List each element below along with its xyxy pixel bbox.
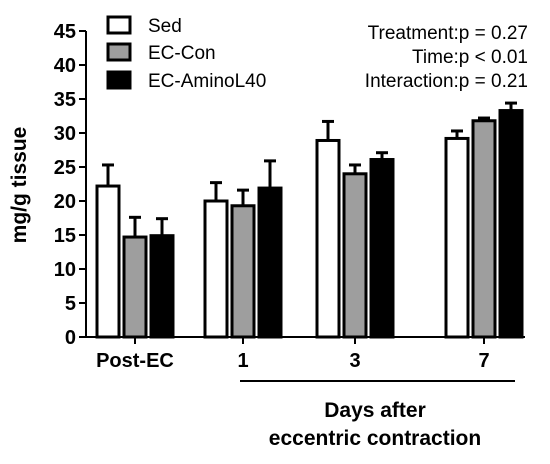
legend: Sed EC-Con EC-AminoL40 [106,15,266,92]
x-tick-label: Post-EC [96,350,174,372]
y-tick-label: 20 [54,191,76,213]
stats-annotation: Treatment:p = 0.27 [368,23,528,44]
y-tick-label: 45 [54,21,76,43]
bars [95,101,524,339]
x-axis-label-line-1: Days after [324,399,426,422]
bar-sed [95,184,121,339]
bar-ec-con [342,172,368,339]
bar-sed [203,199,229,339]
y-tick-label: 15 [54,225,76,247]
bar-sed [315,138,341,339]
y-tick-label: 10 [54,259,76,281]
bar-ec-aminol40 [369,158,395,339]
y-tick-label: 0 [65,327,76,349]
bar-ec-con [122,235,148,339]
x-tick-label: 3 [349,350,360,372]
bar-ec-con [230,204,256,339]
legend-label: EC-Con [148,43,216,64]
y-tick-label: 5 [65,293,76,315]
bar-ec-aminol40 [257,186,283,339]
legend-label: Sed [148,16,182,37]
legend-swatch [106,15,132,35]
y-tick-label: 25 [54,157,76,179]
x-tick-label: 7 [478,350,489,372]
stats-annotation: Time:p < 0.01 [412,47,528,68]
y-tick-label: 30 [54,123,76,145]
x-axis-label-line-2: eccentric contraction [269,427,481,450]
legend-swatch [106,42,132,62]
bar-ec-aminol40 [498,109,524,339]
y-axis-label: mg/g tissue [8,127,31,244]
x-tick-label: 1 [237,350,248,372]
bar-sed [444,136,470,339]
y-axis: 0 5 10 15 20 25 30 35 40 45 [54,21,87,349]
bar-ec-con [471,119,497,339]
bar-ec-aminol40 [149,234,175,339]
legend-swatch [106,70,132,90]
y-tick-label: 40 [54,55,76,77]
stats-annotation: Interaction:p = 0.21 [365,71,528,92]
stats-annotations: Treatment:p = 0.27 Time:p < 0.01 Interacti… [365,23,528,92]
y-tick-label: 35 [54,89,76,111]
x-axis: Post-EC 1 3 7 [86,336,525,372]
legend-label: EC-AminoL40 [148,71,266,92]
